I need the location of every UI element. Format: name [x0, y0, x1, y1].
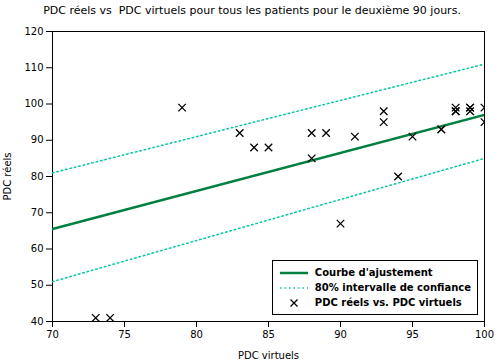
html-text:Courbe d'ajustement: Courbe d'ajustement [314, 267, 433, 278]
svg-text:60: 60 [31, 243, 44, 254]
svg-text:90: 90 [334, 329, 347, 340]
svg-text:50: 50 [31, 279, 44, 290]
svg-text:75: 75 [118, 329, 131, 340]
svg-text:70: 70 [46, 329, 59, 340]
svg-text:PDC virtuels: PDC virtuels [238, 350, 299, 361]
svg-text:110: 110 [24, 62, 43, 73]
svg-text:100: 100 [475, 329, 494, 340]
svg-text:PDC réels: PDC réels [2, 152, 13, 200]
svg-text:120: 120 [24, 26, 43, 37]
html-text:80% intervalle de confiance: 80% intervalle de confiance [314, 282, 471, 293]
svg-text:70: 70 [31, 207, 44, 218]
svg-text:95: 95 [406, 329, 419, 340]
html-text:PDC réels vs. PDC virtuels: PDC réels vs. PDC virtuels [314, 297, 462, 308]
html-text:PDC réels vs PDC virtuels pour: PDC réels vs PDC virtuels pour tous les … [43, 4, 461, 17]
svg-text:80: 80 [31, 171, 44, 182]
svg-text:90: 90 [31, 134, 44, 145]
svg-text:80: 80 [190, 329, 203, 340]
svg-text:100: 100 [24, 98, 43, 109]
svg-text:85: 85 [262, 329, 275, 340]
svg-text:40: 40 [31, 316, 44, 327]
